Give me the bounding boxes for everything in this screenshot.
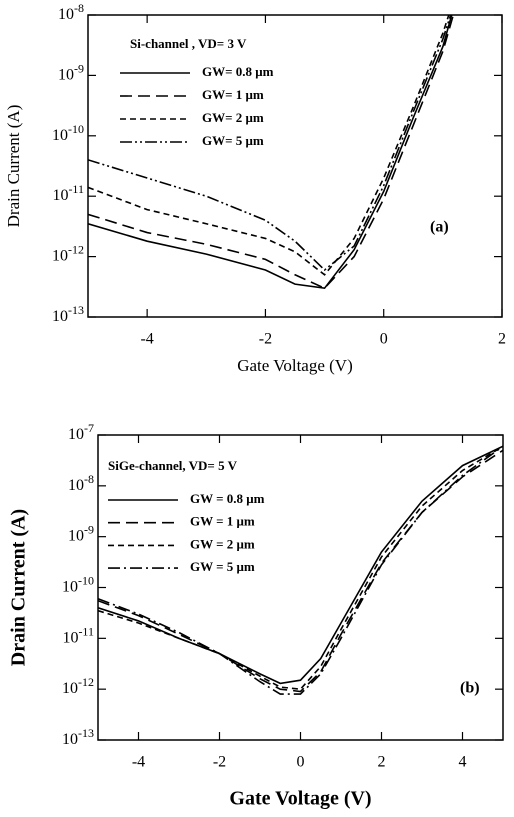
y-tick-label: 10-11	[62, 624, 94, 646]
x-tick-label: 4	[459, 754, 467, 771]
series-line	[98, 445, 503, 691]
y-tick-label: 10-11	[52, 182, 84, 204]
y-tick-label: 10-10	[62, 573, 94, 595]
legend-label: GW= 0.8 μm	[202, 64, 274, 79]
y-tick-label: 10-10	[52, 122, 84, 144]
y-tick-label: 10-8	[58, 1, 84, 23]
x-tick-label: 2	[498, 331, 506, 348]
y-tick-label: 10-13	[52, 303, 84, 325]
y-axis-label: Drain Current (A)	[8, 509, 30, 666]
series-line	[88, 15, 450, 276]
legend-label: GW = 2 μm	[190, 536, 255, 551]
y-axis-label: Drain Current (A)	[4, 105, 23, 228]
annotation: (b)	[460, 680, 480, 697]
series-line	[98, 449, 503, 693]
legend-label: GW = 0.8 μm	[190, 491, 265, 506]
x-tick-label: -4	[132, 754, 145, 771]
y-tick-label: 10-9	[58, 61, 84, 83]
x-tick-label: -2	[213, 754, 226, 771]
y-tick-label: 10-8	[68, 472, 94, 494]
plot-frame	[87, 14, 503, 318]
legend-label: GW= 5 μm	[202, 133, 264, 148]
legend-label: GW = 5 μm	[190, 559, 255, 574]
legend-label: GW= 2 μm	[202, 110, 264, 125]
y-tick-label: 10-9	[68, 522, 94, 544]
annotation: (a)	[430, 219, 449, 236]
y-tick-label: 10-7	[68, 421, 94, 443]
series-line	[88, 15, 453, 290]
x-tick-label: 0	[380, 331, 388, 348]
legend-title: SiGe-channel, VD= 5 V	[108, 458, 238, 473]
x-tick-label: 0	[297, 754, 305, 771]
series-line	[88, 15, 452, 272]
legend-label: GW= 1 μm	[202, 87, 264, 102]
y-tick-label: 10-13	[62, 726, 94, 748]
x-tick-label: -4	[140, 331, 153, 348]
series-line	[98, 445, 503, 685]
series-line	[88, 15, 455, 290]
legend-label: GW = 1 μm	[190, 514, 255, 529]
x-tick-label: -2	[259, 331, 272, 348]
series-line	[98, 445, 503, 695]
legend-title: Si-channel , VD= 3 V	[130, 36, 247, 51]
x-axis-label: Gate Voltage (V)	[229, 788, 371, 810]
y-tick-label: 10-12	[62, 675, 94, 697]
x-tick-label: 2	[378, 754, 386, 771]
y-tick-label: 10-12	[52, 242, 84, 264]
x-axis-label: Gate Voltage (V)	[237, 356, 353, 375]
